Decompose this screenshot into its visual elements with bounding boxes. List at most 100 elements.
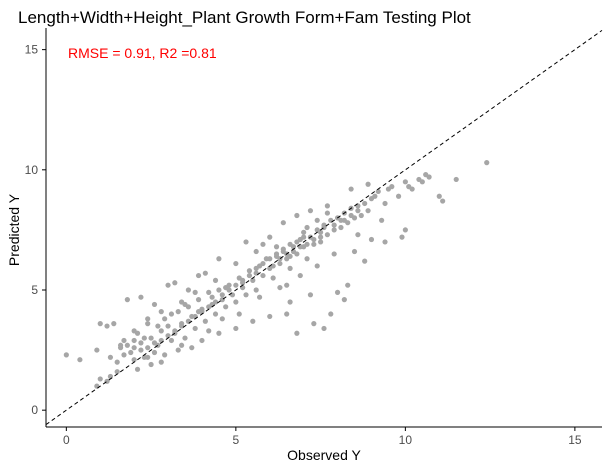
data-point — [212, 277, 219, 283]
data-point — [338, 224, 344, 231]
data-point — [301, 234, 307, 240]
data-point — [179, 342, 185, 348]
data-point — [128, 349, 134, 356]
data-point — [182, 335, 188, 341]
data-point — [165, 323, 171, 329]
data-point — [114, 359, 120, 365]
data-point — [372, 193, 378, 199]
data-point — [77, 357, 83, 363]
chart-title: Length+Width+Height_Plant Growth Form+Fa… — [18, 8, 471, 27]
data-point — [131, 345, 137, 351]
data-point — [107, 354, 114, 360]
data-point — [297, 272, 303, 279]
data-point — [172, 280, 178, 286]
y-tick-label: 10 — [25, 163, 39, 177]
data-point — [219, 292, 225, 298]
data-point — [172, 328, 178, 334]
data-point — [294, 212, 300, 219]
data-point — [151, 349, 158, 356]
data-point — [253, 248, 259, 255]
data-point — [294, 239, 300, 245]
data-point — [382, 200, 388, 207]
data-point — [212, 311, 219, 317]
data-point — [175, 309, 181, 315]
data-point — [97, 321, 103, 327]
data-point — [440, 198, 446, 204]
y-tick-label: 15 — [25, 43, 39, 57]
x-axis-title: Observed Y — [287, 447, 361, 463]
data-point — [94, 347, 100, 353]
data-point — [195, 272, 202, 279]
identity-reference-line — [45, 29, 603, 426]
data-point — [273, 251, 280, 257]
data-point — [280, 220, 286, 226]
data-point — [233, 325, 239, 332]
data-point — [175, 347, 181, 353]
data-point — [362, 258, 368, 264]
data-point — [287, 241, 293, 247]
data-point — [355, 203, 361, 209]
data-point — [206, 304, 212, 310]
data-point — [419, 179, 425, 185]
data-point — [324, 232, 330, 238]
y-tick-label: 5 — [31, 283, 38, 297]
x-tick-label: 5 — [233, 433, 240, 447]
data-point — [304, 224, 310, 231]
data-point — [324, 210, 330, 216]
data-point — [168, 337, 175, 344]
data-point — [229, 292, 236, 298]
data-point — [256, 294, 263, 300]
data-point — [104, 323, 110, 329]
data-point — [162, 316, 168, 322]
data-point — [307, 292, 314, 298]
data-point — [402, 227, 408, 233]
data-point — [240, 277, 246, 283]
data-point — [246, 268, 253, 274]
data-point — [358, 212, 364, 219]
data-point — [253, 287, 259, 293]
data-point — [124, 297, 130, 303]
data-point — [195, 297, 202, 303]
data-point — [233, 260, 239, 267]
data-point — [402, 179, 408, 185]
data-point — [233, 282, 239, 288]
data-point — [158, 359, 164, 365]
data-point — [331, 251, 337, 257]
data-point — [216, 287, 222, 293]
data-point — [209, 294, 215, 300]
data-point — [314, 217, 320, 223]
data-point — [168, 311, 175, 317]
data-point — [226, 287, 232, 293]
data-point — [138, 340, 144, 346]
data-point — [267, 256, 273, 262]
data-point — [199, 337, 205, 344]
data-point — [284, 311, 290, 317]
metrics-annotation: RMSE = 0.91, R2 =0.81 — [68, 45, 217, 61]
axis-ticks: 0 5 10 15 0 5 10 15 — [25, 43, 582, 447]
data-point — [117, 342, 124, 348]
data-point — [260, 260, 266, 267]
data-point — [328, 217, 334, 223]
data-point — [287, 265, 293, 271]
data-point — [219, 316, 225, 322]
data-point — [355, 208, 361, 214]
data-point — [395, 193, 402, 199]
data-point — [484, 160, 490, 166]
data-point — [148, 335, 154, 341]
data-point — [212, 299, 219, 305]
data-point — [304, 241, 310, 247]
data-point — [341, 217, 347, 223]
y-axis-title: Predicted Y — [6, 193, 22, 266]
data-point — [145, 321, 151, 327]
data-point — [145, 316, 151, 322]
data-point — [318, 234, 324, 240]
data-point — [121, 352, 127, 358]
data-point — [134, 366, 141, 372]
data-point — [158, 328, 164, 334]
data-point — [131, 357, 137, 363]
data-point — [331, 227, 337, 233]
data-point — [223, 304, 229, 310]
data-point — [192, 289, 198, 295]
data-point — [355, 232, 361, 238]
data-point — [250, 318, 256, 324]
